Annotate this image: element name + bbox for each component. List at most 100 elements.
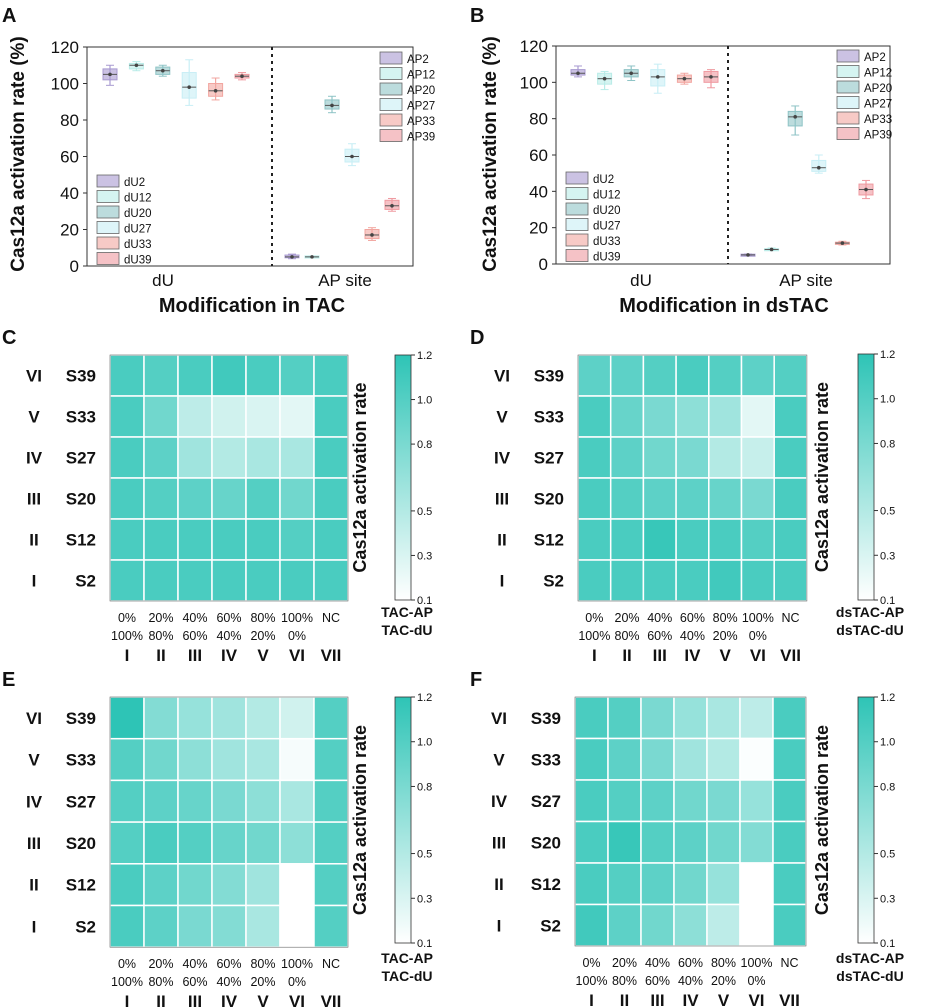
- heatmap-cell: [577, 354, 612, 397]
- box-mean-point: [682, 76, 687, 81]
- col-roman-label: II: [156, 646, 165, 665]
- heatmap-cell: [642, 559, 677, 602]
- box-mean-point: [629, 71, 633, 76]
- legend-swatch: [565, 202, 589, 216]
- heatmap-cell: [609, 477, 645, 520]
- heatmap-cell: [313, 436, 349, 479]
- heatmap-cell: [109, 395, 145, 438]
- heatmap-cell: [211, 518, 247, 561]
- heatmap-cell: [607, 737, 642, 781]
- heatmap-cell: [673, 862, 708, 906]
- heatmap-cell: [675, 559, 710, 602]
- box-mean-point: [350, 154, 354, 159]
- heatmap-cell: [143, 436, 179, 479]
- heatmap-cell: [739, 779, 774, 823]
- heatmap-cell: [640, 737, 675, 781]
- heatmap-cell: [574, 696, 609, 740]
- col-roman-label: VI: [289, 646, 305, 665]
- panel-letter: D: [470, 327, 484, 349]
- colorbar-tick-label: 0.3: [880, 550, 895, 562]
- heatmap-cell: [574, 820, 609, 864]
- heatmap-cell: [313, 779, 349, 823]
- heatmap-cell: [673, 820, 708, 864]
- row-roman-label: I: [32, 572, 37, 591]
- y-tick-label: 100: [520, 73, 548, 92]
- legend-swatch: [565, 233, 589, 247]
- colorbar-legend-top: TAC-AP: [381, 950, 433, 966]
- heatmap-cell: [313, 863, 349, 907]
- y-tick-label: 60: [60, 148, 79, 167]
- legend-label: AP39: [407, 132, 435, 144]
- heatmap-cell: [245, 395, 281, 438]
- col-top-label: 60%: [678, 956, 703, 970]
- y-tick-label: 120: [51, 38, 79, 57]
- colorbar-tick-label: 1.2: [417, 350, 432, 362]
- legend-label: AP2: [407, 54, 429, 66]
- legend-swatch: [96, 252, 120, 265]
- legend-swatch: [836, 49, 860, 63]
- heatmap-cell: [673, 696, 708, 740]
- heatmap-cell: [109, 518, 145, 561]
- colorbar: [394, 354, 412, 601]
- heatmap-frame: [574, 696, 807, 947]
- heatmap-cell: [675, 518, 710, 561]
- heatmap-cell: [708, 518, 743, 561]
- col-top-label: 40%: [645, 956, 670, 970]
- col-top-label: NC: [322, 611, 340, 625]
- colorbar-legend-bottom: dsTAC-dU: [836, 622, 903, 638]
- heatmap-cell: [245, 354, 281, 397]
- col-bottom-label: 80%: [148, 629, 173, 643]
- col-roman-label: IV: [221, 646, 238, 665]
- legend-swatch: [96, 174, 120, 188]
- colorbar-tick-label: 1.0: [880, 737, 895, 749]
- heatmap-cell: [706, 737, 741, 781]
- box-mean-point: [213, 89, 218, 93]
- heatmap-cell: [177, 821, 213, 865]
- col-top-label: 0%: [585, 611, 603, 625]
- heatmap-cell: [607, 862, 642, 906]
- heatmap-cell: [708, 559, 743, 602]
- heatmap-cell: [143, 518, 179, 561]
- col-top-label: 80%: [250, 611, 275, 625]
- y-tick-label: 40: [529, 182, 548, 201]
- row-label: S2: [75, 917, 96, 936]
- heatmap-cell: [313, 737, 349, 782]
- heatmap-cell: [211, 696, 247, 740]
- heatmap-cell: [706, 696, 741, 740]
- colorbar-tick-label: 1.0: [417, 737, 432, 749]
- box-mean-point: [290, 255, 294, 259]
- row-label: S12: [66, 531, 96, 550]
- box-dU27: [181, 72, 197, 99]
- heatmap-cell: [177, 904, 213, 948]
- heatmap-cell: [313, 696, 349, 740]
- heatmap-cell: [279, 477, 315, 520]
- heatmap-cell: [773, 518, 808, 561]
- legend-swatch: [565, 218, 589, 231]
- legend-swatch: [379, 98, 403, 111]
- heatmap-cell: [740, 518, 775, 561]
- row-roman-label: III: [27, 490, 41, 509]
- row-label: S33: [66, 408, 96, 427]
- col-bottom-label: 60%: [647, 629, 672, 643]
- heatmap-cell: [313, 821, 349, 865]
- row-label: S12: [534, 531, 564, 550]
- box-mean-point: [793, 115, 797, 119]
- heatmap-cell: [675, 477, 710, 520]
- heatmap-cell: [279, 436, 315, 479]
- heatmap-cell: [313, 904, 349, 948]
- heatmap-cell: [109, 477, 145, 520]
- colorbar-tick-label: 0.8: [880, 781, 895, 793]
- heatmap-cell: [109, 779, 145, 823]
- col-roman-label: III: [188, 992, 202, 1007]
- colorbar-tick-label: 0.1: [880, 938, 895, 950]
- legend-label: AP12: [407, 70, 435, 82]
- legend-swatch: [96, 205, 120, 219]
- panel-letter: F: [470, 669, 482, 691]
- colorbar-legend-bottom: TAC-dU: [381, 968, 432, 984]
- heatmap-cell: [177, 696, 213, 740]
- y-tick-label: 0: [70, 257, 79, 276]
- heatmap-cell: [143, 559, 179, 602]
- legend-label: dU27: [124, 224, 152, 236]
- row-label: S12: [66, 876, 96, 895]
- row-label: S20: [531, 833, 561, 852]
